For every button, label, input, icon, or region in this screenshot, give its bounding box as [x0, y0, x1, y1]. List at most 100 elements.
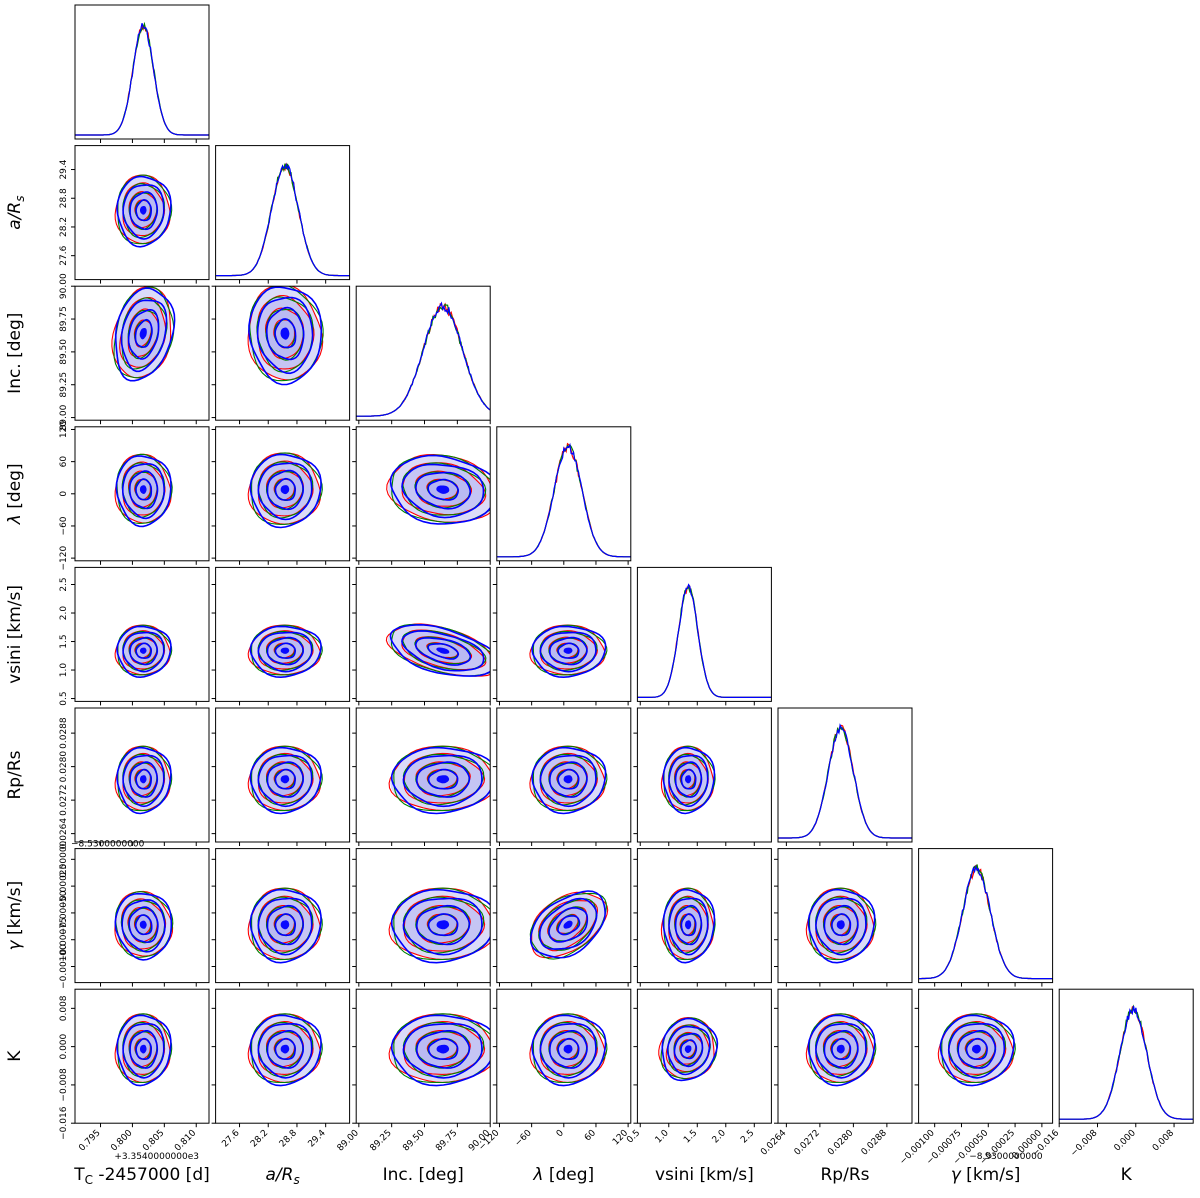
panel-frame [215, 988, 351, 1124]
contour-line-0-0 [805, 1013, 875, 1083]
panel-marks [496, 442, 631, 558]
panel-frame [74, 285, 210, 421]
x-tick-label: 2.0 [711, 1128, 728, 1145]
contour-line-2-1 [402, 754, 483, 808]
contour-fill-4 [836, 1044, 845, 1054]
y-axis-label: K [5, 1050, 25, 1062]
panel-frame [496, 426, 632, 562]
panel-marks [114, 453, 173, 528]
y-tick-label: 28.2 [59, 217, 69, 237]
contour-line-2-3 [427, 1037, 459, 1060]
contour-fill-4 [563, 775, 573, 784]
panel-frame [777, 848, 913, 984]
panel-7-2 [352, 988, 491, 1128]
panel-5-4 [633, 707, 772, 846]
panel-marks [247, 745, 323, 815]
marginal-line-1 [215, 163, 350, 277]
panel-3-1 [211, 426, 351, 565]
contour-line-2-3 [274, 318, 297, 349]
contour-line-0-0 [247, 1013, 322, 1083]
contour-line-2-3 [274, 642, 296, 659]
contour-line-0-0 [247, 286, 324, 381]
contour-line-2-0 [939, 1014, 1015, 1087]
contour-fill-4 [140, 1044, 147, 1054]
marginal-line-0 [496, 442, 631, 558]
y-tick-label: 0 [59, 491, 69, 497]
marginal-line-2 [637, 583, 772, 698]
y-tick-label: −0.008 [59, 1068, 69, 1102]
panel-7-5 [774, 988, 913, 1128]
contour-line-2-0 [115, 455, 172, 528]
x-tick-label: 0.800 [109, 1128, 134, 1153]
panel-marks [247, 286, 324, 386]
contour-line-0-0 [531, 891, 609, 959]
contour-line-2-2 [414, 637, 472, 666]
panel-6-3 [492, 848, 632, 987]
x-axis-label: a/Rs [265, 1165, 299, 1187]
contour-line-2-3 [274, 477, 296, 501]
panel-frame [777, 988, 913, 1124]
contour-line-2-1 [947, 1022, 1006, 1079]
x-tick-label: 0.795 [77, 1128, 102, 1153]
contour-line-2-1 [122, 1022, 165, 1079]
x-tick-label: 89.50 [401, 1128, 426, 1153]
panel-marks [388, 887, 491, 964]
contour-line-0-0 [114, 174, 171, 245]
contour-fill-4 [684, 1045, 692, 1053]
x-tick-label: 0.810 [173, 1128, 198, 1153]
contour-line-2-3 [831, 913, 852, 936]
contour-line-2-0 [116, 746, 172, 815]
contour-line-2-2 [129, 636, 159, 666]
panel-frame [636, 848, 772, 984]
panel-7-6 [914, 988, 1054, 1128]
contour-line-2-1 [815, 1022, 867, 1079]
contour-line-2-3 [427, 913, 459, 936]
y-tick-label: −0.00075 [59, 917, 69, 962]
contour-line-2-0 [116, 175, 172, 248]
contour-line-2-0 [114, 892, 173, 961]
contour-fill-4 [140, 647, 147, 654]
contour-line-2-2 [266, 306, 305, 361]
panel-frame [355, 285, 491, 421]
contour-line-2-3 [135, 768, 152, 790]
panel-marks [75, 21, 209, 136]
panel-5-3 [492, 707, 632, 846]
panel-marks [529, 1013, 608, 1087]
contour-line-2-3 [557, 1037, 580, 1060]
panel-4-2 [352, 566, 491, 706]
marginal-line-2 [496, 442, 631, 558]
panel-marks [529, 890, 609, 960]
contour-line-2-3 [680, 1039, 698, 1060]
contour-line-2-1 [401, 630, 485, 672]
x-tick-label: 0.0272 [793, 1128, 822, 1157]
panel-marks [918, 864, 1053, 980]
panel-frame [74, 707, 210, 843]
y-tick-label: −0.016 [59, 1106, 69, 1140]
contour-fill-4 [280, 1044, 290, 1054]
panel-marks [114, 174, 173, 248]
y-tick-label: 89.75 [59, 306, 69, 332]
contour-line-2-0 [116, 625, 172, 679]
contour-fill-4 [280, 647, 290, 654]
y-tick-label: 29.4 [59, 159, 69, 179]
panel-marks [388, 745, 491, 815]
x-axis-label: K [1121, 1165, 1133, 1185]
panel-marks [529, 745, 608, 815]
x-tick-label: 0.5 [625, 1128, 642, 1145]
contour-line-2-1 [666, 1025, 711, 1076]
contour-line-2-0 [389, 454, 491, 525]
contour-line-2-0 [249, 888, 322, 964]
contour-line-2-3 [274, 1037, 296, 1060]
contour-line-2-0 [248, 286, 323, 386]
panel-0-0 [74, 4, 210, 143]
contour-line-2-0 [662, 888, 716, 964]
y-tick-label: 89.25 [59, 372, 69, 398]
contour-line-2-1 [668, 754, 709, 808]
contour-line-2-2 [129, 470, 159, 510]
contour-line-2-2 [415, 1030, 471, 1069]
contour-line-2-1 [122, 631, 165, 673]
contour-line-2-0 [529, 890, 606, 959]
x-tick-label: 0 [555, 1128, 566, 1139]
contour-line-2-0 [391, 1014, 491, 1087]
contour-line-2-1 [668, 897, 709, 956]
